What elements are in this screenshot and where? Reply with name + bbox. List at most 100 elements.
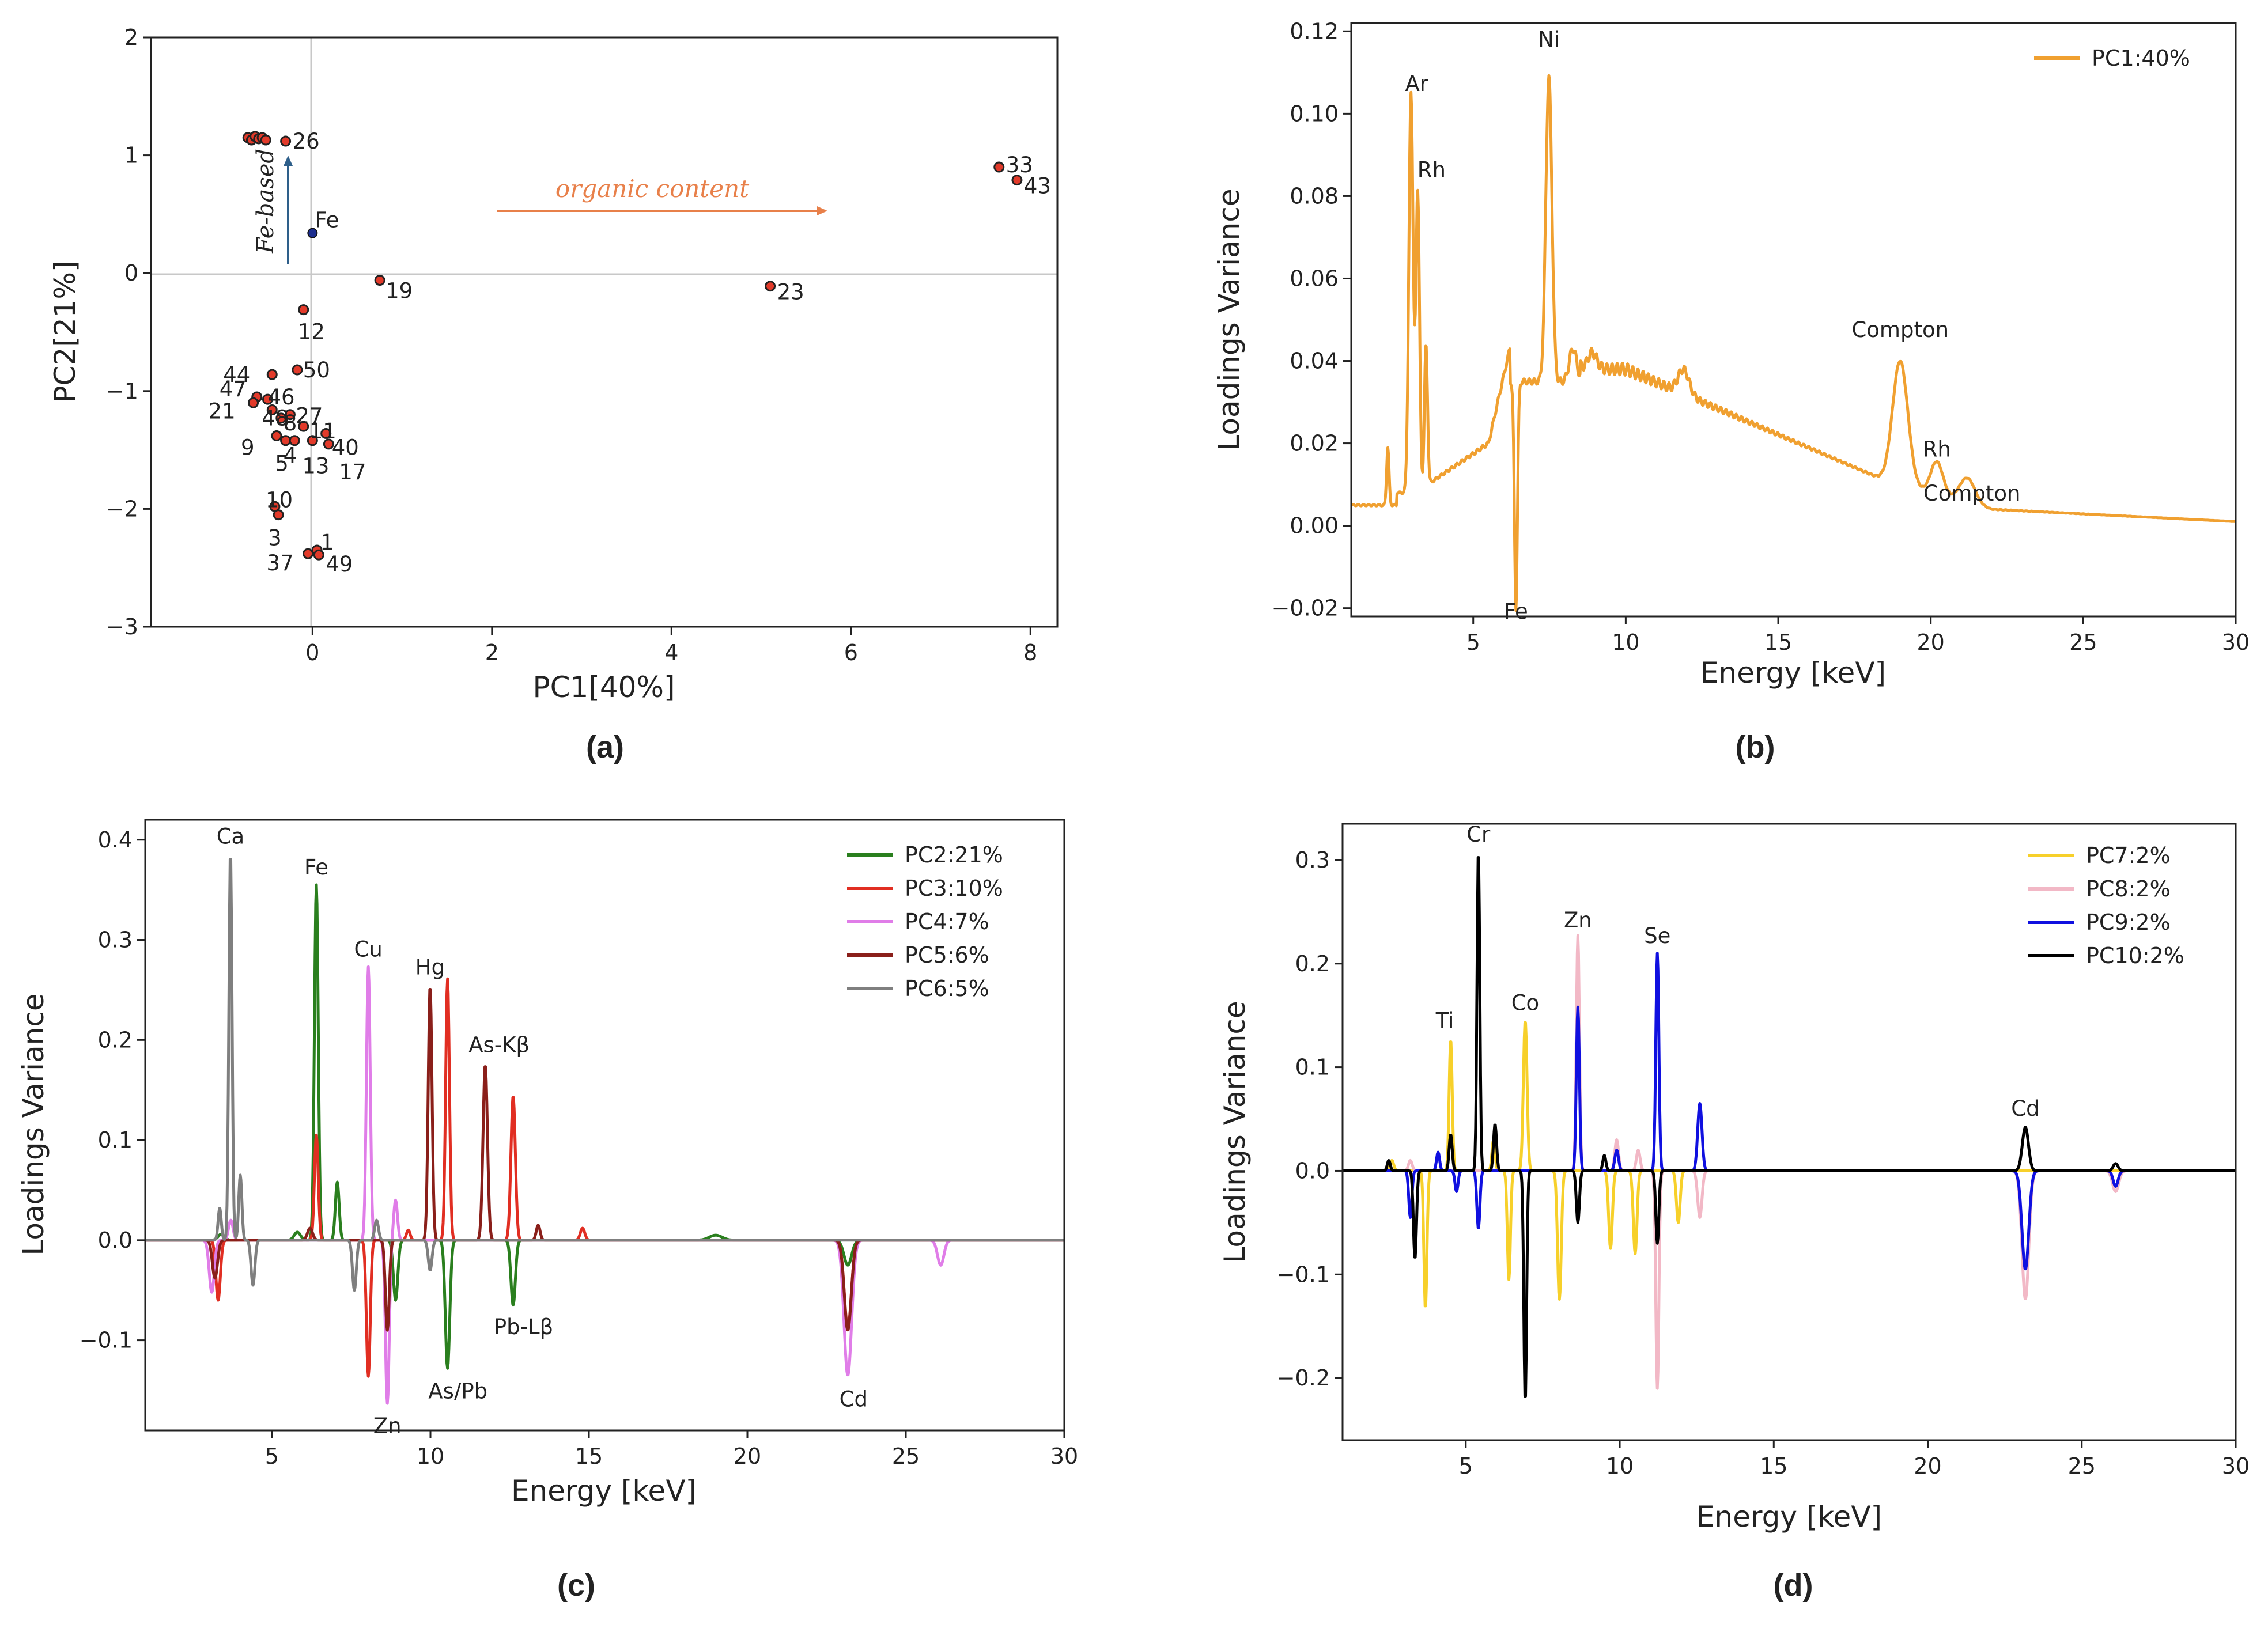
scatter-point-label: 27 bbox=[296, 404, 323, 429]
scatter-point-label: 48 bbox=[262, 406, 289, 431]
plot-frame-a bbox=[150, 36, 1059, 628]
panel-a-y-tick-label: 0 bbox=[124, 260, 138, 286]
y-axis-label-b: Loadings Variance bbox=[1212, 188, 1246, 450]
panel-d-y-tick-label: 0.3 bbox=[1295, 847, 1330, 873]
panel-d-legend-label: PC7:2% bbox=[2086, 843, 2171, 868]
scatter-point-label: 11 bbox=[309, 419, 337, 444]
panel-c-x-tick-label: 10 bbox=[417, 1444, 444, 1469]
scatter-point-label: 47 bbox=[220, 377, 247, 402]
panel-b: 5 10 15 20 25 30 −0.02 0.00 0.02 0.04 0.06 0.08 0.10… bbox=[1212, 18, 2250, 764]
scatter-point-label: 3 bbox=[268, 526, 282, 551]
panel-a-x-tick-label: 4 bbox=[664, 640, 678, 665]
panel-b-x-tick-label: 15 bbox=[1764, 630, 1792, 655]
panel-d-x-tick-label: 30 bbox=[2222, 1453, 2250, 1479]
panel-b-x-tick-label: 20 bbox=[1917, 630, 1945, 655]
scatter-point bbox=[289, 435, 300, 446]
panel-d-peak-label: Co bbox=[1511, 991, 1539, 1016]
x-axis-label-b: Energy [keV] bbox=[1700, 656, 1886, 690]
panel-c: 5 10 15 20 25 30 −0.1 0.0 0.1 0.2 0.3 0.4 Ca Fe Cu Hg A… bbox=[17, 819, 1078, 1603]
panel-b-peak-label: Fe bbox=[1504, 599, 1528, 624]
scatter-point bbox=[1011, 175, 1023, 186]
panel-b-legend-label: PC1:40% bbox=[2092, 46, 2190, 71]
series-line-pc4 bbox=[144, 965, 1065, 1405]
series-line-pc1 bbox=[1350, 74, 2237, 612]
panel-b-peak-label: Rh bbox=[1418, 157, 1446, 182]
y-axis-label-c: Loadings Variance bbox=[17, 993, 50, 1255]
panel-d-peak-label: Zn bbox=[1564, 908, 1592, 933]
panel-d-y-tick-label: 0.1 bbox=[1295, 1055, 1330, 1080]
scatter-point bbox=[292, 364, 303, 376]
panel-b-peak-label: Ni bbox=[1538, 27, 1560, 52]
panel-c-x-tick-label: 15 bbox=[575, 1444, 603, 1469]
panel-label-a: (a) bbox=[586, 730, 624, 764]
panel-a-x-tick-label: 2 bbox=[485, 640, 499, 665]
scatter-point-label: 43 bbox=[1024, 174, 1051, 199]
fe-based-arrow bbox=[284, 156, 293, 264]
panel-b-y-tick-label: 0.10 bbox=[1290, 101, 1339, 126]
panel-label-d: (d) bbox=[1774, 1568, 1813, 1603]
scatter-point-label: 37 bbox=[267, 551, 294, 575]
panel-c-peak-label: Hg bbox=[415, 955, 445, 979]
scatter-point bbox=[266, 404, 278, 416]
panel-d-x-tick-label: 20 bbox=[1914, 1453, 1941, 1479]
scatter-point bbox=[298, 421, 309, 432]
scatter-point-label: 5 bbox=[275, 452, 289, 476]
plot-frame-c bbox=[144, 819, 1065, 1432]
scatter-point-label: 49 bbox=[326, 552, 353, 577]
panel-c-peak-label: Cd bbox=[840, 1387, 868, 1411]
scatter-point bbox=[260, 134, 271, 146]
fe-point-label: Fe bbox=[315, 208, 339, 233]
scatter-point-label: 17 bbox=[339, 460, 366, 484]
panel-b-peak-label: Compton bbox=[1923, 481, 2021, 506]
scatter-point bbox=[280, 135, 292, 147]
panel-c-peak-label: Ca bbox=[217, 824, 245, 849]
scatter-point bbox=[307, 435, 318, 446]
series-line-pc6 bbox=[144, 858, 1065, 1292]
x-axis-label-c: Energy [keV] bbox=[511, 1474, 697, 1508]
panel-d-peak-label: Cr bbox=[1466, 822, 1491, 847]
scatter-point-label: 19 bbox=[385, 278, 413, 303]
panel-a-x-tick-label: 0 bbox=[305, 640, 319, 665]
panel-b-y-tick-label: 0.00 bbox=[1290, 513, 1339, 539]
panel-c-x-tick-label: 5 bbox=[265, 1444, 279, 1469]
series-line-pc5 bbox=[144, 988, 1065, 1332]
panel-d-peak-label: Cd bbox=[2011, 1096, 2039, 1121]
panel-c-y-tick-label: 0.0 bbox=[98, 1228, 133, 1253]
panel-c-peak-label: Cu bbox=[354, 937, 383, 961]
scatter-point bbox=[320, 427, 332, 439]
scatter-point bbox=[284, 409, 296, 421]
scatter-point bbox=[266, 369, 278, 380]
organic-content-annotation: organic content bbox=[555, 175, 749, 203]
panel-label-b: (b) bbox=[1736, 730, 1775, 764]
panel-a-y-tick-label: 1 bbox=[124, 143, 138, 168]
scatter-point-label: 4 bbox=[284, 444, 297, 468]
panel-b-peak-label: Ar bbox=[1405, 71, 1428, 96]
panel-b-y-tick-label: 0.04 bbox=[1290, 349, 1339, 374]
panel-a-x-tick-label: 8 bbox=[1023, 640, 1037, 665]
panel-b-peak-label: Compton bbox=[1851, 317, 1949, 342]
scatter-point bbox=[298, 304, 309, 316]
scatter-point-label: 21 bbox=[209, 399, 236, 423]
panel-c-legend-label: PC3:10% bbox=[905, 876, 1003, 901]
scatter-point bbox=[313, 549, 324, 561]
scatter-point bbox=[323, 438, 334, 450]
panel-c-x-tick-label: 20 bbox=[734, 1444, 761, 1469]
panel-c-legend-label: PC6:5% bbox=[905, 976, 989, 1001]
plot-frame-d bbox=[1341, 823, 2237, 1441]
panel-b-x-tick-label: 25 bbox=[2069, 630, 2097, 655]
panel-d-y-tick-label: 0.2 bbox=[1295, 951, 1330, 976]
panel-a-x-tick-label: 6 bbox=[844, 640, 858, 665]
y-axis-label-d: Loadings Variance bbox=[1218, 1001, 1252, 1263]
x-axis-label-d: Energy [keV] bbox=[1696, 1500, 1882, 1533]
panel-c-legend-label: PC5:6% bbox=[905, 942, 989, 968]
panel-c-legend-label: PC2:21% bbox=[905, 842, 1003, 868]
scatter-point bbox=[273, 509, 284, 521]
panel-a-y-tick-label: 2 bbox=[124, 25, 138, 50]
panel-b-y-tick-label: 0.08 bbox=[1290, 183, 1339, 209]
series-line-pc3 bbox=[144, 977, 1065, 1378]
panel-b-x-tick-label: 30 bbox=[2222, 630, 2250, 655]
scatter-point-label: 1 bbox=[320, 530, 334, 555]
scatter-point-label: 13 bbox=[302, 454, 329, 479]
scatter-point-label: 50 bbox=[303, 358, 330, 383]
